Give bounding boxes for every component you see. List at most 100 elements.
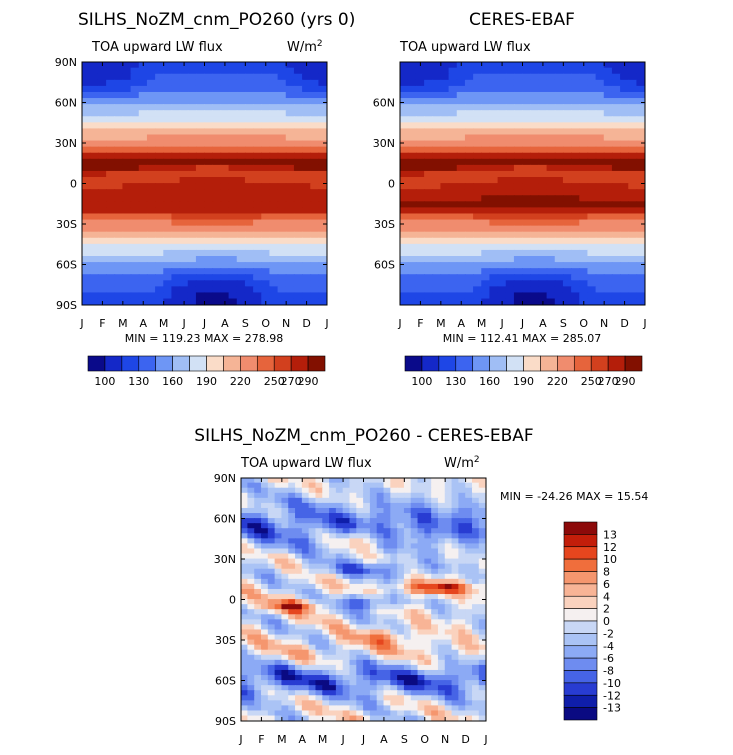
field-cell bbox=[253, 213, 263, 221]
field-cell bbox=[254, 629, 262, 636]
field-cell bbox=[546, 85, 556, 93]
field-cell bbox=[513, 249, 523, 257]
field-cell bbox=[212, 164, 222, 172]
field-cell bbox=[481, 195, 491, 203]
field-cell bbox=[261, 669, 269, 676]
field-cell bbox=[522, 225, 532, 233]
field-cell bbox=[155, 152, 165, 160]
field-cell bbox=[315, 654, 324, 661]
field-cell bbox=[458, 568, 466, 575]
field-cell bbox=[187, 177, 197, 184]
panel-diff-colorbar-swatch bbox=[563, 670, 598, 684]
field-cell bbox=[397, 487, 405, 494]
field-cell bbox=[410, 669, 419, 676]
field-cell bbox=[444, 568, 453, 575]
field-cell bbox=[397, 609, 405, 616]
field-cell bbox=[369, 594, 378, 600]
field-cell bbox=[106, 128, 116, 136]
field-cell bbox=[254, 594, 262, 600]
field-cell bbox=[89, 62, 99, 69]
field-cell bbox=[417, 568, 426, 575]
field-cell bbox=[293, 195, 303, 203]
field-cell bbox=[603, 274, 613, 282]
field-cell bbox=[432, 158, 442, 166]
field-cell bbox=[620, 207, 630, 215]
field-cell bbox=[261, 624, 269, 631]
field-cell bbox=[228, 158, 238, 166]
field-cell bbox=[106, 158, 116, 166]
field-cell bbox=[204, 183, 214, 190]
field-cell bbox=[363, 629, 371, 636]
field-cell bbox=[155, 189, 165, 197]
field-cell bbox=[335, 664, 344, 671]
field-cell bbox=[636, 122, 645, 130]
field-cell bbox=[390, 659, 398, 666]
field-cell bbox=[554, 268, 564, 276]
field-cell bbox=[464, 183, 474, 190]
field-cell bbox=[236, 280, 246, 288]
field-cell bbox=[481, 201, 491, 209]
field-cell bbox=[448, 262, 458, 269]
field-cell bbox=[400, 140, 409, 148]
panel-obs-lat-label: 30N bbox=[373, 137, 395, 150]
field-cell bbox=[497, 170, 507, 178]
field-cell bbox=[302, 146, 312, 154]
field-cell bbox=[220, 177, 230, 184]
field-cell bbox=[254, 563, 262, 570]
field-cell bbox=[397, 634, 405, 641]
field-cell bbox=[417, 487, 426, 494]
panel-diff-colorbar-swatch bbox=[563, 558, 598, 572]
field-cell bbox=[458, 675, 466, 681]
field-cell bbox=[410, 563, 419, 570]
field-cell bbox=[97, 128, 107, 136]
field-cell bbox=[187, 231, 197, 239]
field-cell bbox=[285, 170, 295, 178]
field-cell bbox=[329, 690, 337, 697]
field-cell bbox=[431, 680, 439, 686]
field-cell bbox=[204, 134, 214, 142]
field-cell bbox=[122, 286, 132, 294]
field-cell bbox=[254, 578, 262, 585]
field-cell bbox=[562, 292, 572, 300]
panel-diff-colorbar-swatch bbox=[563, 682, 598, 696]
panel-model-stats: MIN = 119.23 MAX = 278.98 bbox=[125, 332, 283, 345]
field-cell bbox=[130, 292, 140, 300]
field-cell bbox=[130, 67, 140, 75]
field-cell bbox=[579, 280, 589, 288]
field-cell bbox=[538, 225, 548, 233]
panel-model-month-label: J bbox=[79, 317, 83, 330]
field-cell bbox=[187, 128, 197, 136]
field-cell bbox=[308, 599, 317, 605]
field-cell bbox=[400, 79, 409, 87]
field-cell bbox=[261, 594, 269, 600]
field-cell bbox=[415, 280, 425, 288]
field-cell bbox=[478, 614, 486, 621]
field-cell bbox=[383, 644, 392, 651]
field-cell bbox=[620, 73, 630, 81]
field-cell bbox=[228, 256, 238, 263]
field-cell bbox=[546, 268, 556, 276]
field-cell bbox=[315, 715, 324, 721]
field-cell bbox=[261, 213, 271, 221]
field-cell bbox=[244, 170, 254, 178]
field-cell bbox=[281, 518, 290, 524]
field-cell bbox=[636, 274, 645, 282]
field-cell bbox=[267, 705, 276, 712]
field-cell bbox=[310, 104, 320, 111]
field-cell bbox=[400, 67, 409, 75]
field-cell bbox=[424, 578, 432, 585]
field-cell bbox=[489, 67, 499, 75]
field-cell bbox=[571, 207, 581, 215]
field-cell bbox=[530, 231, 540, 239]
field-cell bbox=[241, 558, 249, 565]
field-cell bbox=[130, 243, 140, 251]
field-cell bbox=[530, 213, 540, 221]
field-cell bbox=[417, 588, 426, 595]
field-cell bbox=[114, 231, 124, 239]
field-cell bbox=[611, 85, 621, 93]
field-cell bbox=[277, 213, 287, 221]
field-cell bbox=[349, 685, 358, 692]
field-cell bbox=[546, 201, 556, 209]
field-cell bbox=[281, 502, 290, 509]
field-cell bbox=[349, 482, 358, 489]
